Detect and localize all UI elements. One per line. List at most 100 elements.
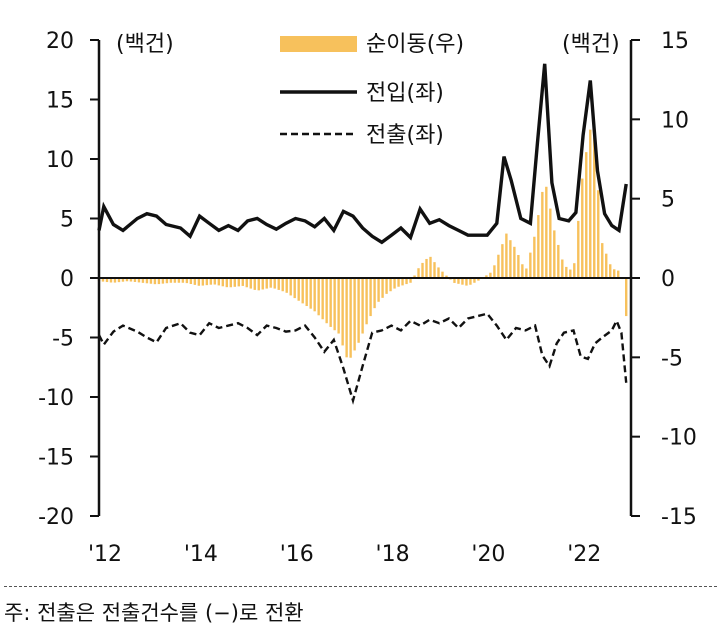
left-tick-label: 20 [46,29,74,54]
net-movement-bar [333,278,336,331]
net-movement-bar [365,278,368,325]
net-movement-bar [405,278,408,285]
left-tick-label: -15 [38,446,74,471]
left-tick-label: 15 [46,89,74,114]
footnote-separator [4,586,717,587]
left-tick-label: 5 [60,208,74,233]
net-movement-bar [525,268,528,278]
net-movement-bar [437,267,440,278]
left-unit-label: (백건) [116,32,174,57]
net-movement-bar [417,268,420,278]
net-movement-bar [113,278,117,283]
net-movement-bar [265,278,268,289]
net-movement-bar [517,254,520,278]
net-movement-bar [173,278,177,283]
net-movement-bar [141,278,145,283]
net-movement-bar [105,278,109,283]
net-movement-bar [245,278,248,288]
net-movement-bar [325,278,328,324]
net-movement-bar [477,278,480,281]
net-movement-bar [117,278,121,283]
net-movement-bar [353,278,356,351]
net-movement-bar [489,272,492,278]
right-tick-label: -10 [661,426,697,451]
net-movement-bar [369,278,372,317]
net-movement-bar [501,244,504,278]
left-axis-ticks: 20 15 10 5 0 -5 -10 -15 -20 [38,29,99,530]
net-movement-bar [125,278,129,282]
right-tick-label: 15 [661,29,689,54]
net-movement-bar [145,278,149,284]
net-movement-bar [565,266,568,278]
net-movement-bar [309,278,312,309]
left-tick-label: -20 [38,505,74,530]
net-movement-bar [257,278,260,291]
right-axis-ticks: 15 10 5 0 -5 -10 -15 [631,29,697,530]
net-movement-bar [297,278,300,301]
net-movement-bar [421,262,424,278]
net-movement-bar [453,278,456,283]
net-movement-bar [597,190,600,278]
net-movement-bar [461,278,464,285]
net-movement-bar [313,278,316,312]
x-tick-label: '22 [567,542,601,567]
right-tick-label: 5 [661,188,675,213]
net-movement-bar [625,278,628,317]
net-movement-bar [301,278,304,304]
net-movement-bar [593,137,596,278]
net-movement-bar [569,269,572,278]
net-movement-bar [497,254,500,278]
x-tick-label: '18 [376,542,410,567]
net-movement-bar [213,278,217,285]
net-movement-bar [585,152,588,278]
right-tick-label: -15 [661,505,697,530]
net-movement-bar [109,278,113,283]
net-movement-bar [373,278,376,309]
x-tick-label: '14 [184,542,218,567]
right-tick-label: -5 [661,346,683,371]
net-movement-bar [165,278,169,284]
net-movement-bar [493,265,496,278]
net-movement-bar [189,278,193,284]
net-movement-bar [561,259,564,278]
net-movement-bar [457,278,460,284]
net-movement-bar [305,278,308,307]
net-movement-bar [329,278,332,327]
net-movement-bar [321,278,324,320]
net-movement-bar [409,278,412,283]
net-movement-bar [337,278,340,334]
net-movement-bar [177,278,181,283]
outflow-series-line [97,312,628,405]
legend-net-label: 순이동(우) [366,32,464,57]
net-movement-bar [241,278,244,286]
net-movement-bar [545,186,548,278]
legend-in-label: 전입(좌) [366,81,444,106]
net-movement-bar [133,278,137,282]
x-tick-label: '16 [280,542,314,567]
net-movement-bar [157,278,161,285]
net-movement-bar [285,278,288,293]
net-movement-bar [433,262,436,278]
legend-out-label: 전출(좌) [366,123,444,148]
net-movement-bar [181,278,185,283]
right-tick-label: 0 [661,267,675,292]
net-movement-bar [413,275,416,278]
net-movement-bar [509,240,512,278]
net-movement-bar [237,278,240,287]
net-movement-bar [389,278,392,292]
net-movement-bar [197,278,201,286]
net-movement-bar [589,129,592,278]
net-movement-bar [385,278,388,294]
net-movement-bar [469,278,472,285]
net-movement-bar [465,278,468,286]
net-movement-bar [349,278,352,358]
net-movement-bar [581,178,584,278]
net-movement-bar [609,264,612,278]
net-movement-bar [261,278,264,290]
net-movement-bar [505,233,508,278]
net-movement-bar [393,278,396,289]
legend: 순이동(우) 전입(좌) 전출(좌) [280,32,464,148]
net-movement-bar [137,278,141,283]
left-tick-label: -10 [38,386,74,411]
